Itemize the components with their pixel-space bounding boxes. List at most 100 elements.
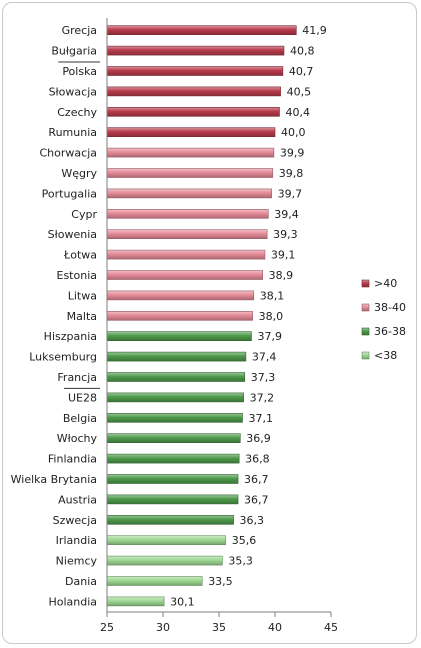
bar — [106, 25, 297, 36]
legend-label: 38-40 — [374, 301, 406, 314]
value-label: 33,5 — [208, 575, 233, 588]
bar — [106, 412, 243, 423]
value-label: 38,9 — [269, 269, 294, 282]
bar — [106, 351, 247, 362]
x-axis: 25 30 35 40 45 — [100, 18, 338, 634]
bar — [106, 107, 280, 117]
bar — [106, 270, 263, 280]
category-label: Austria — [58, 493, 97, 506]
bar — [106, 209, 269, 219]
bar — [106, 147, 275, 158]
value-label: 40,0 — [281, 126, 306, 139]
category-label: Wielka Brytania — [11, 473, 97, 486]
bar — [106, 392, 244, 403]
x-tick-label: 45 — [324, 621, 338, 634]
category-label: Bułgaria — [51, 45, 97, 58]
category-label: Słowacja — [49, 85, 97, 98]
bar — [106, 127, 276, 137]
value-label: 39,4 — [274, 208, 299, 221]
bar — [106, 555, 223, 566]
category-label: UE28 — [68, 391, 97, 404]
category-label: Dania — [65, 575, 97, 588]
value-label: 36,7 — [244, 473, 268, 486]
category-label: Słowenia — [48, 228, 97, 241]
legend-label: 36-38 — [374, 325, 406, 338]
bar — [106, 453, 240, 464]
value-label: 30,1 — [170, 595, 195, 608]
bar — [106, 331, 252, 342]
bar — [106, 372, 246, 382]
value-label: 40,5 — [287, 85, 312, 98]
category-label: Irlandia — [56, 534, 97, 547]
x-tick-label: 30 — [156, 621, 170, 634]
category-label: Cypr — [71, 208, 97, 221]
bar — [106, 249, 266, 260]
bar — [106, 576, 203, 586]
bar — [106, 535, 227, 546]
legend-swatch — [361, 279, 370, 288]
category-label: Hiszpania — [44, 330, 97, 343]
value-label: 41,9 — [302, 24, 327, 37]
category-label: Litwa — [68, 289, 97, 302]
category-label: Malta — [67, 310, 97, 323]
bar — [106, 168, 274, 178]
bar — [106, 310, 253, 321]
category-label: Polska — [62, 65, 97, 78]
category-label: Włochy — [57, 432, 98, 445]
bar — [106, 433, 241, 444]
legend-swatch — [361, 327, 370, 336]
category-label: Węgry — [61, 167, 97, 180]
category-label: Francja — [57, 371, 97, 384]
category-label: Portugalia — [42, 187, 97, 200]
value-label: 35,3 — [228, 555, 253, 568]
category-label: Finlandia — [48, 453, 97, 466]
value-label: 38,0 — [259, 310, 284, 323]
bars-group: Grecja 41,9 Bułgaria 40,8 Polska 40,7 Słowacja… — [11, 24, 327, 608]
bar — [106, 290, 255, 301]
bar — [106, 86, 281, 97]
value-label: 37,1 — [249, 412, 274, 425]
legend-swatch — [361, 303, 370, 312]
legend-swatch — [361, 351, 370, 360]
value-label: 39,8 — [279, 167, 304, 180]
bar — [106, 514, 234, 525]
legend-label: <38 — [374, 349, 397, 362]
category-label: Chorwacja — [40, 147, 98, 160]
x-tick-label: 40 — [268, 621, 282, 634]
category-label: Niemcy — [56, 555, 98, 568]
category-label: Luksemburg — [29, 351, 97, 364]
category-label: Belgia — [63, 412, 97, 425]
value-label: 36,9 — [246, 432, 271, 445]
category-label: Łotwa — [63, 249, 97, 262]
category-label: Estonia — [57, 269, 98, 282]
value-label: 37,4 — [252, 351, 277, 364]
value-label: 40,8 — [290, 45, 315, 58]
bar — [106, 494, 239, 505]
category-label: Grecja — [62, 24, 97, 37]
value-label: 36,3 — [240, 514, 265, 527]
value-label: 37,3 — [251, 371, 276, 384]
value-label: 38,1 — [260, 289, 285, 302]
x-tick-label: 25 — [100, 621, 114, 634]
value-label: 39,7 — [278, 187, 303, 200]
legend: >40 38-40 36-38 <38 — [361, 277, 406, 362]
category-label: Rumunia — [48, 126, 97, 139]
legend-label: >40 — [374, 277, 397, 290]
value-label: 36,8 — [245, 453, 270, 466]
value-label: 35,6 — [232, 534, 257, 547]
value-label: 40,7 — [289, 65, 314, 78]
value-label: 39,1 — [271, 249, 296, 262]
category-label: Holandia — [48, 595, 97, 608]
value-label: 36,7 — [244, 493, 268, 506]
bar — [106, 45, 285, 56]
value-label: 37,2 — [250, 391, 275, 404]
value-label: 40,4 — [285, 106, 310, 119]
bar — [106, 66, 284, 76]
category-label: Czechy — [57, 106, 97, 119]
bar — [106, 596, 165, 607]
bar — [106, 188, 272, 199]
bar — [106, 229, 268, 239]
value-label: 39,9 — [280, 147, 305, 160]
x-tick-label: 35 — [212, 621, 226, 634]
